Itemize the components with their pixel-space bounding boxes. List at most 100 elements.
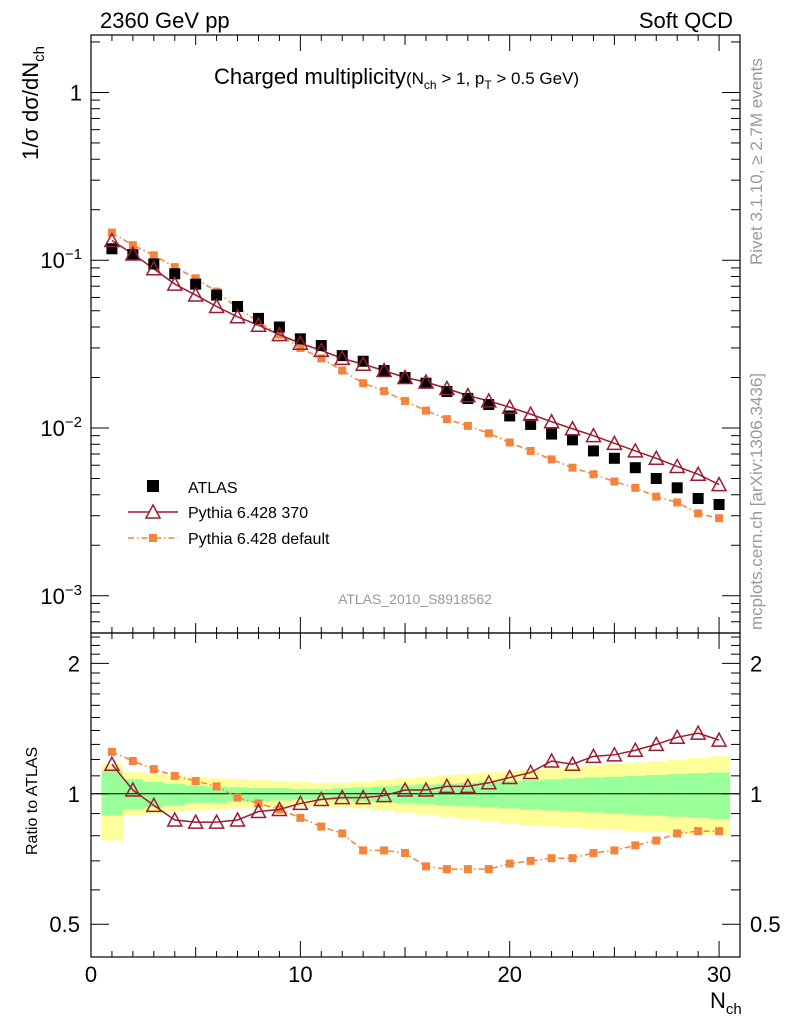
point-pythia370	[606, 434, 623, 451]
point-pythia-default	[421, 406, 430, 415]
ratio-point-pythia370	[375, 787, 393, 803]
ratio-frame	[90, 632, 741, 958]
point-pythia370	[271, 326, 288, 342]
point-pythia-default	[149, 251, 158, 260]
point-pythia-default	[526, 446, 535, 455]
ratio-point-pythia370	[522, 763, 539, 780]
ratio-panel: 2 21 10.5 0.50 10 20 30 Ratio to ATLAS Nch	[24, 632, 781, 1018]
ratio-point-pythia370	[229, 811, 246, 827]
series-pythia370-line	[111, 239, 720, 486]
point-pythia-default	[317, 354, 326, 363]
ratio-point-pythia370	[585, 747, 602, 764]
ratio-point-pythia-default	[191, 777, 200, 786]
point-atlas	[127, 249, 139, 261]
point-pythia370	[501, 398, 518, 414]
point-pythia370	[396, 368, 414, 385]
point-pythia370	[543, 413, 560, 429]
ratio-point-pythia-default	[212, 782, 221, 791]
point-pythia-default	[359, 379, 368, 388]
ratio-point-pythia370	[292, 794, 309, 811]
band-inner-bin	[541, 779, 563, 811]
legend-pythia370-label: Pythia 6.428 370	[188, 505, 308, 522]
point-atlas	[525, 418, 537, 430]
point-pythia-default	[128, 241, 137, 250]
band-inner-bin	[415, 784, 437, 805]
point-atlas	[546, 428, 558, 440]
ratio-point-pythia370	[124, 781, 142, 797]
point-atlas	[504, 410, 516, 422]
chart-title: Charged multiplicity(Nch > 1, pT > 0.5 G…	[214, 64, 579, 92]
ratio-ytick-label-right: 1	[750, 782, 762, 807]
point-pythia370	[668, 457, 686, 474]
band-inner-bin	[582, 777, 605, 813]
band-inner-bin	[645, 774, 668, 816]
legend-pythia-default-marker	[149, 534, 157, 542]
ratio-point-pythia-default	[715, 827, 724, 836]
band-inner-bin	[268, 788, 291, 801]
header-right: Soft QCD	[639, 8, 733, 33]
ratio-pythia-default-line	[111, 751, 720, 870]
point-pythia370	[585, 427, 602, 443]
ratio-ticks: 2 21 10.5 0.50 10 20 30	[49, 633, 781, 987]
ratio-ytick-label-left: 2	[68, 651, 80, 676]
band-inner-bin	[185, 785, 207, 804]
header-left: 2360 GeV pp	[100, 8, 230, 33]
point-pythia370	[375, 361, 393, 378]
point-atlas	[462, 392, 474, 404]
ratio-point-pythia370	[480, 774, 498, 790]
y-axis-label: 1/σ dσ/dNch	[18, 46, 48, 160]
xtick-label: 30	[707, 962, 731, 987]
point-pythia-default	[170, 263, 179, 272]
ratio-point-pythia-default	[170, 771, 179, 780]
x-axis-label: Nch	[710, 988, 742, 1018]
legend-pythia370-marker	[144, 503, 162, 519]
main-ytick-label: 10−3	[40, 582, 82, 609]
ratio-point-pythia370	[459, 777, 477, 794]
point-pythia-default	[484, 429, 493, 438]
point-pythia-default	[442, 415, 451, 424]
point-pythia370	[417, 373, 435, 389]
ratio-ytick-label-right: 2	[750, 651, 762, 676]
main-ytick-label: 1	[70, 80, 82, 105]
point-pythia370	[648, 449, 665, 466]
xtick-label: 0	[85, 962, 97, 987]
point-atlas	[692, 493, 704, 505]
ratio-point-pythia-default	[610, 846, 619, 855]
point-pythia370	[124, 245, 142, 261]
ratio-point-pythia-default	[233, 793, 242, 802]
point-pythia-default	[191, 274, 200, 283]
main-ticks: 1 10−1 10−2 10−3	[40, 35, 741, 634]
point-atlas	[190, 278, 202, 290]
point-pythia-default	[568, 463, 577, 472]
legend-atlas-label: ATLAS	[188, 480, 238, 497]
legend-atlas-marker	[147, 480, 159, 492]
ratio-point-pythia-default	[149, 765, 158, 774]
point-pythia-default	[694, 509, 703, 518]
point-atlas	[315, 340, 327, 352]
point-atlas	[336, 350, 348, 362]
ratio-ytick-label-left: 0.5	[49, 912, 80, 937]
ratio-point-pythia370	[668, 728, 686, 745]
series-pythia-default-line	[111, 232, 720, 519]
band-inner-bin	[164, 783, 186, 806]
point-pythia370	[313, 341, 330, 358]
legend-pythia-default-label: Pythia 6.428 default	[188, 531, 330, 548]
band-inner-bin	[520, 780, 542, 810]
point-pythia-default	[380, 387, 389, 396]
ratio-point-pythia370	[396, 781, 414, 797]
main-panel: 1 10−1 10−2 10−3 Charged multiplicity(Nch >…	[18, 34, 741, 634]
point-atlas	[483, 399, 495, 411]
band-inner-bin	[206, 786, 228, 804]
band-inner-bin	[478, 781, 500, 808]
ratio-point-pythia370	[564, 755, 581, 771]
band-inner-bin	[624, 775, 647, 815]
ratio-ytick-label-right: 0.5	[750, 912, 781, 937]
point-pythia370	[208, 297, 225, 314]
band-inner-bin	[248, 788, 270, 802]
point-pythia370	[459, 387, 477, 403]
point-pythia370	[710, 476, 728, 492]
point-atlas	[420, 377, 432, 389]
ratio-point-pythia370	[606, 746, 623, 762]
ratio-y-axis-label: Ratio to ATLAS	[24, 747, 41, 855]
point-atlas	[671, 482, 683, 494]
